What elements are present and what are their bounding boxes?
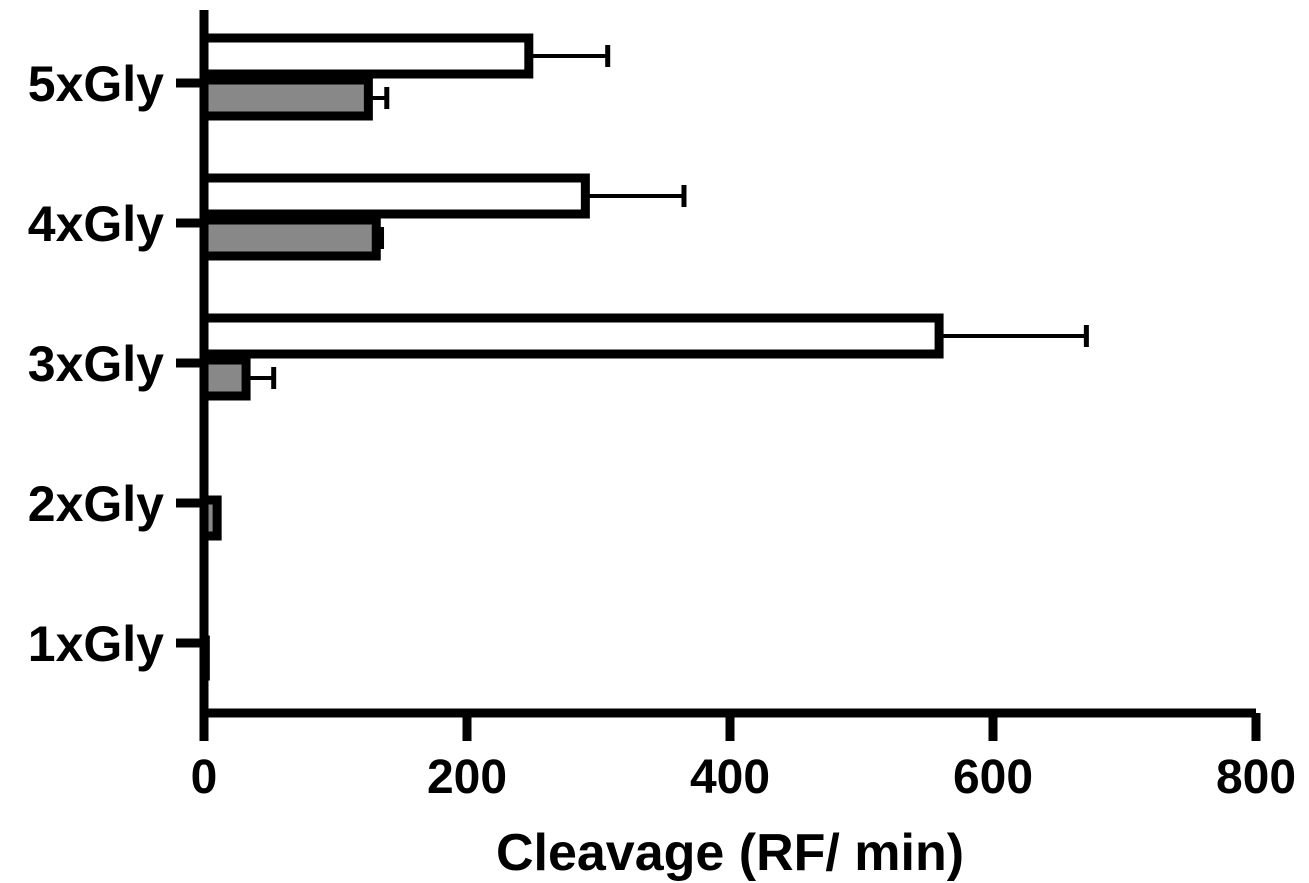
bar bbox=[199, 33, 534, 79]
bar bbox=[199, 173, 590, 219]
bars-group bbox=[199, 33, 944, 681]
labels-group: 5xGly 4xGly 3xGly 2xGly 1xGly 0 200 400 600 800 bbox=[28, 56, 1296, 804]
y-tick-label: 5xGly bbox=[28, 56, 164, 112]
bar bbox=[199, 215, 381, 261]
y-tick-label: 3xGly bbox=[28, 336, 164, 392]
bar bbox=[199, 355, 251, 401]
bar bbox=[199, 313, 944, 359]
y-tick-label: 4xGly bbox=[28, 196, 164, 252]
x-tick-label: 0 bbox=[191, 751, 218, 804]
y-tick-label: 2xGly bbox=[28, 476, 164, 532]
x-axis-title: Cleavage (RF/ min) bbox=[496, 824, 964, 882]
y-tick-label: 1xGly bbox=[28, 616, 164, 672]
x-tick-label: 600 bbox=[953, 751, 1033, 804]
axes-group bbox=[176, 10, 1261, 741]
x-tick-label: 400 bbox=[690, 751, 770, 804]
error-bars-group bbox=[246, 45, 1089, 389]
x-tick-label: 800 bbox=[1216, 751, 1296, 804]
bar bbox=[199, 75, 373, 121]
x-tick-label: 200 bbox=[427, 751, 507, 804]
